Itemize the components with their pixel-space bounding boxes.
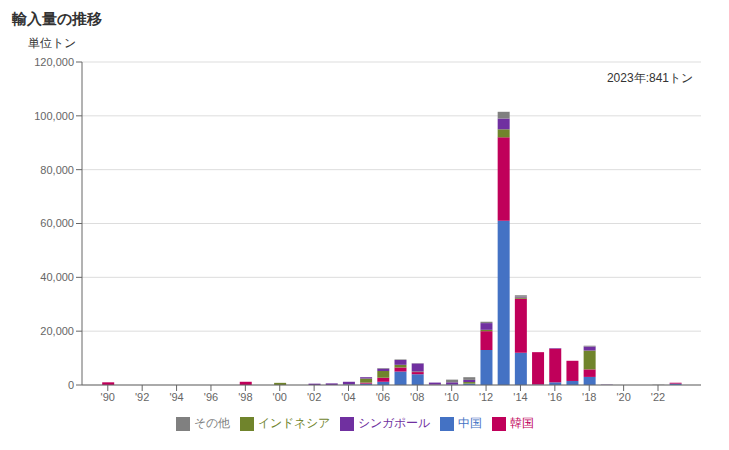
svg-text:100,000: 100,000 bbox=[34, 110, 74, 122]
svg-text:80,000: 80,000 bbox=[40, 164, 74, 176]
svg-text:'92: '92 bbox=[135, 391, 149, 403]
svg-text:'98: '98 bbox=[238, 391, 252, 403]
svg-text:'16: '16 bbox=[548, 391, 562, 403]
svg-text:'06: '06 bbox=[376, 391, 390, 403]
html-text:韓国: 韓国 bbox=[509, 416, 534, 430]
html-text:2023年:841トン: 2023年:841トン bbox=[606, 71, 693, 85]
html-text:中国: 中国 bbox=[457, 416, 482, 430]
svg-text:'14: '14 bbox=[513, 391, 527, 403]
svg-text:'20: '20 bbox=[616, 391, 630, 403]
html-text:その他: その他 bbox=[193, 416, 230, 430]
svg-text:20,000: 20,000 bbox=[40, 325, 74, 337]
svg-text:'12: '12 bbox=[479, 391, 493, 403]
html-text:インドネシア: インドネシア bbox=[257, 416, 330, 430]
html-text:シンガポール: シンガポール bbox=[357, 416, 430, 430]
svg-text:'22: '22 bbox=[651, 391, 665, 403]
svg-text:'94: '94 bbox=[169, 391, 183, 403]
svg-text:'96: '96 bbox=[204, 391, 218, 403]
html-text:単位トン: 単位トン bbox=[28, 36, 76, 50]
html-text:輸入量の推移: 輸入量の推移 bbox=[12, 10, 102, 27]
svg-text:'04: '04 bbox=[341, 391, 355, 403]
svg-text:'02: '02 bbox=[307, 391, 321, 403]
svg-text:'00: '00 bbox=[273, 391, 287, 403]
svg-text:'90: '90 bbox=[101, 391, 115, 403]
svg-text:'08: '08 bbox=[410, 391, 424, 403]
svg-text:120,000: 120,000 bbox=[34, 56, 74, 68]
svg-text:60,000: 60,000 bbox=[40, 217, 74, 229]
svg-text:'10: '10 bbox=[445, 391, 459, 403]
svg-text:0: 0 bbox=[68, 379, 74, 391]
svg-text:40,000: 40,000 bbox=[40, 271, 74, 283]
svg-text:'18: '18 bbox=[582, 391, 596, 403]
